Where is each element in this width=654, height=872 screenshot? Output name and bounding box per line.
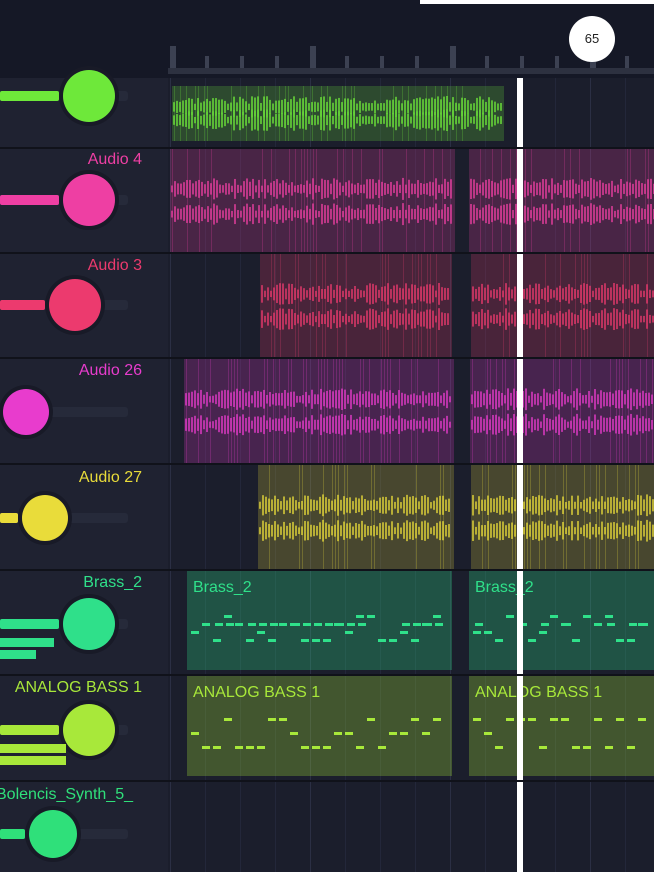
level-meter-bar (0, 638, 54, 647)
ruler-tick (345, 56, 349, 68)
track-lane-divider (0, 780, 654, 782)
midi-clip[interactable]: Brass_2 (187, 571, 452, 670)
ruler-tick (450, 46, 456, 68)
track-name[interactable]: ANALOG BASS 1 (14, 679, 142, 696)
audio-clip[interactable] (470, 359, 654, 465)
volume-slider-fill[interactable] (0, 619, 59, 629)
volume-slider-fill[interactable] (0, 300, 45, 310)
clip-label: Brass_2 (475, 579, 534, 596)
midi-notes (191, 615, 443, 642)
volume-knob[interactable] (49, 279, 101, 331)
volume-knob[interactable] (63, 174, 115, 226)
midi-clip[interactable]: Brass_2 (469, 571, 654, 670)
volume-knob[interactable] (63, 598, 115, 650)
ruler-tick (415, 56, 419, 68)
ruler-tick (240, 56, 244, 68)
beat-grid-line (485, 78, 486, 872)
beat-grid-line (555, 78, 556, 872)
audio-waveform (171, 149, 452, 254)
track-name[interactable]: Audio 3 (87, 257, 142, 274)
volume-slider-fill[interactable] (0, 513, 18, 523)
playhead-position-badge[interactable]: 65 (569, 16, 615, 62)
ruler-tick (205, 56, 209, 68)
volume-slider-fill[interactable] (0, 195, 59, 205)
midi-clip[interactable]: ANALOG BASS 1 (469, 676, 654, 776)
beat-grid-line (415, 78, 416, 872)
volume-slider-fill[interactable] (0, 725, 59, 735)
beat-grid-line (380, 78, 381, 872)
audio-clip[interactable] (170, 149, 455, 254)
ruler-tick (275, 56, 279, 68)
beat-grid-line (240, 78, 241, 872)
track-name[interactable]: Audio 27 (78, 469, 142, 486)
clip-label: Brass_2 (193, 579, 252, 596)
volume-knob[interactable] (3, 389, 49, 435)
beat-grid-line (450, 78, 451, 872)
volume-knob[interactable] (29, 810, 77, 858)
clip-label: ANALOG BASS 1 (475, 684, 603, 701)
track-lane-divider (0, 569, 654, 571)
track-lane-divider (0, 252, 654, 254)
audio-clip[interactable] (258, 465, 454, 571)
beat-grid-line (590, 78, 591, 872)
track-lane-divider (0, 357, 654, 359)
audio-clip[interactable] (471, 254, 654, 359)
audio-waveform (261, 254, 449, 359)
timeline-header (0, 0, 654, 78)
ruler-tick (625, 56, 629, 68)
audio-clip[interactable] (184, 359, 454, 465)
track-name[interactable]: Audio 4 (87, 151, 142, 168)
ruler-baseline (168, 68, 654, 74)
audio-clip[interactable] (172, 86, 504, 141)
midi-notes (473, 718, 646, 749)
ruler-tick (485, 56, 489, 68)
midi-notes (191, 718, 441, 749)
ruler-tick (310, 46, 316, 68)
audio-clip[interactable] (260, 254, 452, 359)
track-header-panel: Audio 4 Audio 3 Audio 26 Audio 27 Brass_2 ANA… (0, 70, 170, 872)
playhead-line[interactable] (517, 78, 523, 872)
volume-slider-fill[interactable] (0, 91, 59, 101)
volume-slider-track[interactable] (0, 407, 128, 417)
ruler-tick (170, 46, 176, 68)
beat-grid-line (170, 78, 171, 872)
beat-grid-line (205, 78, 206, 872)
midi-clip[interactable]: ANALOG BASS 1 (187, 676, 452, 776)
track-name[interactable]: Bolencis_Synth_5_ (0, 786, 133, 803)
track-lane-divider (0, 463, 654, 465)
level-meter-bar (0, 756, 66, 765)
clip-label: ANALOG BASS 1 (193, 684, 321, 701)
volume-knob[interactable] (22, 495, 68, 541)
level-meter-bar (0, 744, 66, 753)
audio-waveform (259, 465, 450, 571)
beat-grid-line (345, 78, 346, 872)
audio-waveform (470, 149, 654, 254)
audio-waveform (173, 86, 502, 141)
header-indicator (420, 0, 654, 4)
audio-waveform (472, 465, 654, 571)
audio-waveform (471, 359, 653, 465)
audio-waveform (472, 254, 654, 359)
ruler-tick (520, 56, 524, 68)
track-name[interactable]: Brass_2 (83, 574, 142, 591)
track-lane-divider (0, 147, 654, 149)
audio-clip[interactable] (469, 149, 654, 254)
ruler-tick (555, 56, 559, 68)
beat-grid-line (625, 78, 626, 872)
arrangement-area[interactable]: Brass_2 Brass_2 ANALOG BASS 1 ANALOG BASS 1 (168, 78, 654, 872)
volume-knob[interactable] (63, 70, 115, 122)
beat-grid-line (310, 78, 311, 872)
beat-grid-line (275, 78, 276, 872)
volume-knob[interactable] (63, 704, 115, 756)
audio-clip[interactable] (471, 465, 654, 571)
audio-waveform (185, 359, 451, 465)
volume-slider-fill[interactable] (0, 829, 25, 839)
ruler-tick (380, 56, 384, 68)
track-lane-divider (0, 674, 654, 676)
level-meter-bar (0, 650, 36, 659)
track-name[interactable]: Audio 26 (78, 362, 142, 379)
